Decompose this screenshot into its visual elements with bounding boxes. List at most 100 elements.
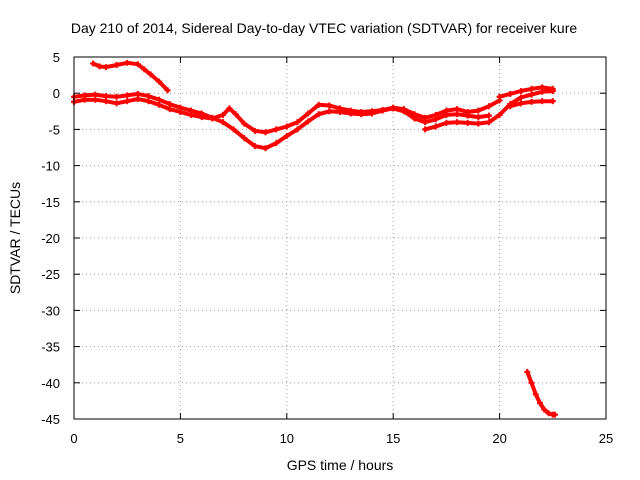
series-high-arc-point (147, 71, 154, 78)
series-offset-track-point (251, 127, 258, 134)
series-late-track-point (443, 119, 450, 126)
data-series (71, 59, 558, 418)
series-offset-track-point (432, 111, 439, 118)
series-offset-track-point (400, 106, 407, 113)
series-offset-track-point (92, 96, 99, 103)
series-lower-track-point (539, 98, 546, 105)
x-axis-label: GPS time / hours (287, 457, 394, 473)
series-main-track-point (145, 93, 152, 100)
series-upper-track-point (549, 85, 556, 92)
series-upper-track-point (528, 85, 535, 92)
series-high-arc-point (124, 59, 131, 66)
series-late-track-point (517, 94, 524, 101)
series-offset-track-point (219, 111, 226, 118)
series-lower-track-point (528, 98, 535, 105)
series-main-track-point (315, 111, 322, 118)
series-main-track-point (230, 126, 237, 133)
series-main-track-point (283, 132, 290, 139)
series-offset-track-point (485, 103, 492, 110)
series-offset-track-point (315, 101, 322, 108)
series-main-track-point (305, 118, 312, 125)
series-offset-track-point (358, 109, 365, 116)
series-main-track-point (454, 111, 461, 118)
y-tick-label: -5 (48, 122, 60, 137)
axis-ticks: 0 5 10 15 20 25 5 0 -5 -10 -15 -20 -25 -30 -35 -40 -45 (41, 50, 613, 446)
series-high-arc-point (113, 61, 120, 68)
y-tick-label: -45 (41, 412, 60, 427)
y-tick-label: -30 (41, 303, 60, 318)
series-offset-track-point (283, 123, 290, 130)
series-offset-track-point (124, 98, 131, 105)
series-upper-track-point (517, 88, 524, 95)
series-main-track-point (294, 126, 301, 133)
series-lower-track-point (507, 103, 514, 110)
series-upper-track-point (507, 90, 514, 97)
series-late-track-point (528, 91, 535, 98)
series-offset-track-point (81, 96, 88, 103)
series-main-track-point (326, 108, 333, 115)
x-tick-label: 20 (492, 431, 506, 446)
x-tick-label: 10 (280, 431, 294, 446)
series-main-track-point (156, 96, 163, 103)
series-descending-arc-point (551, 411, 558, 418)
series-high-arc-point (156, 78, 163, 85)
series-offset-track-point (262, 129, 269, 136)
series-late-track-point (475, 120, 482, 127)
series-late-track-point (454, 119, 461, 126)
series-descending-arc-point (541, 406, 548, 413)
series-main-track-point (102, 93, 109, 100)
series-offset-track-point (241, 120, 248, 127)
series-offset-track-point (379, 106, 386, 113)
series-late-track-point (432, 123, 439, 130)
series-upper-track-point (539, 84, 546, 91)
series-high-arc-point (102, 64, 109, 71)
series-late-track-point (422, 126, 429, 133)
series-offset-track-point (232, 111, 239, 118)
series-offset-track-point (443, 107, 450, 114)
series-offset-track-point (390, 104, 397, 111)
series-late-track-point (485, 119, 492, 126)
x-tick-label: 0 (70, 431, 77, 446)
series-offset-track-point (294, 119, 301, 126)
series-main-track-point (113, 93, 120, 100)
series-descending-arc-point (532, 391, 539, 398)
series-offset-track-point (273, 126, 280, 133)
series-main-track-point (251, 143, 258, 150)
series-offset-track-point (113, 100, 120, 107)
series-offset-track-point (464, 109, 471, 116)
series-high-arc-point (134, 61, 141, 68)
series-descending-arc-point (524, 368, 531, 375)
y-axis-label: SDTVAR / TECUs (7, 182, 23, 294)
series-late-track-point (496, 111, 503, 118)
series-main-track-point (262, 145, 269, 152)
series-offset-track-point (177, 109, 184, 116)
series-offset-track-point (198, 114, 205, 121)
series-offset-track-point (422, 114, 429, 121)
x-tick-label: 25 (599, 431, 613, 446)
series-high-arc-point (96, 63, 103, 70)
series-high-arc-line (91, 60, 170, 93)
series-descending-arc-point (537, 400, 544, 407)
series-main-track-point (134, 90, 141, 97)
series-offset-track-point (188, 111, 195, 118)
chart-title: Day 210 of 2014, Sidereal Day-to-day VTE… (71, 20, 577, 36)
series-lower-track-point (549, 98, 556, 105)
y-tick-label: -25 (41, 267, 60, 282)
series-offset-track-point (347, 107, 354, 114)
series-offset-track-point (145, 98, 152, 105)
series-late-track-point (464, 119, 471, 126)
series-offset-track-point (166, 106, 173, 113)
series-main-track-line (72, 91, 491, 151)
series-descending-arc-point (545, 410, 552, 417)
y-tick-label: -20 (41, 231, 60, 246)
y-tick-label: -10 (41, 159, 60, 174)
y-tick-label: -35 (41, 340, 60, 355)
series-offset-track-point (326, 102, 333, 109)
y-tick-label: 5 (53, 50, 60, 65)
series-main-track-point (475, 114, 482, 121)
series-offset-track-point (134, 95, 141, 102)
series-main-track-point (166, 101, 173, 108)
series-offset-track-point (226, 105, 233, 112)
series-descending-arc-point (528, 379, 535, 386)
